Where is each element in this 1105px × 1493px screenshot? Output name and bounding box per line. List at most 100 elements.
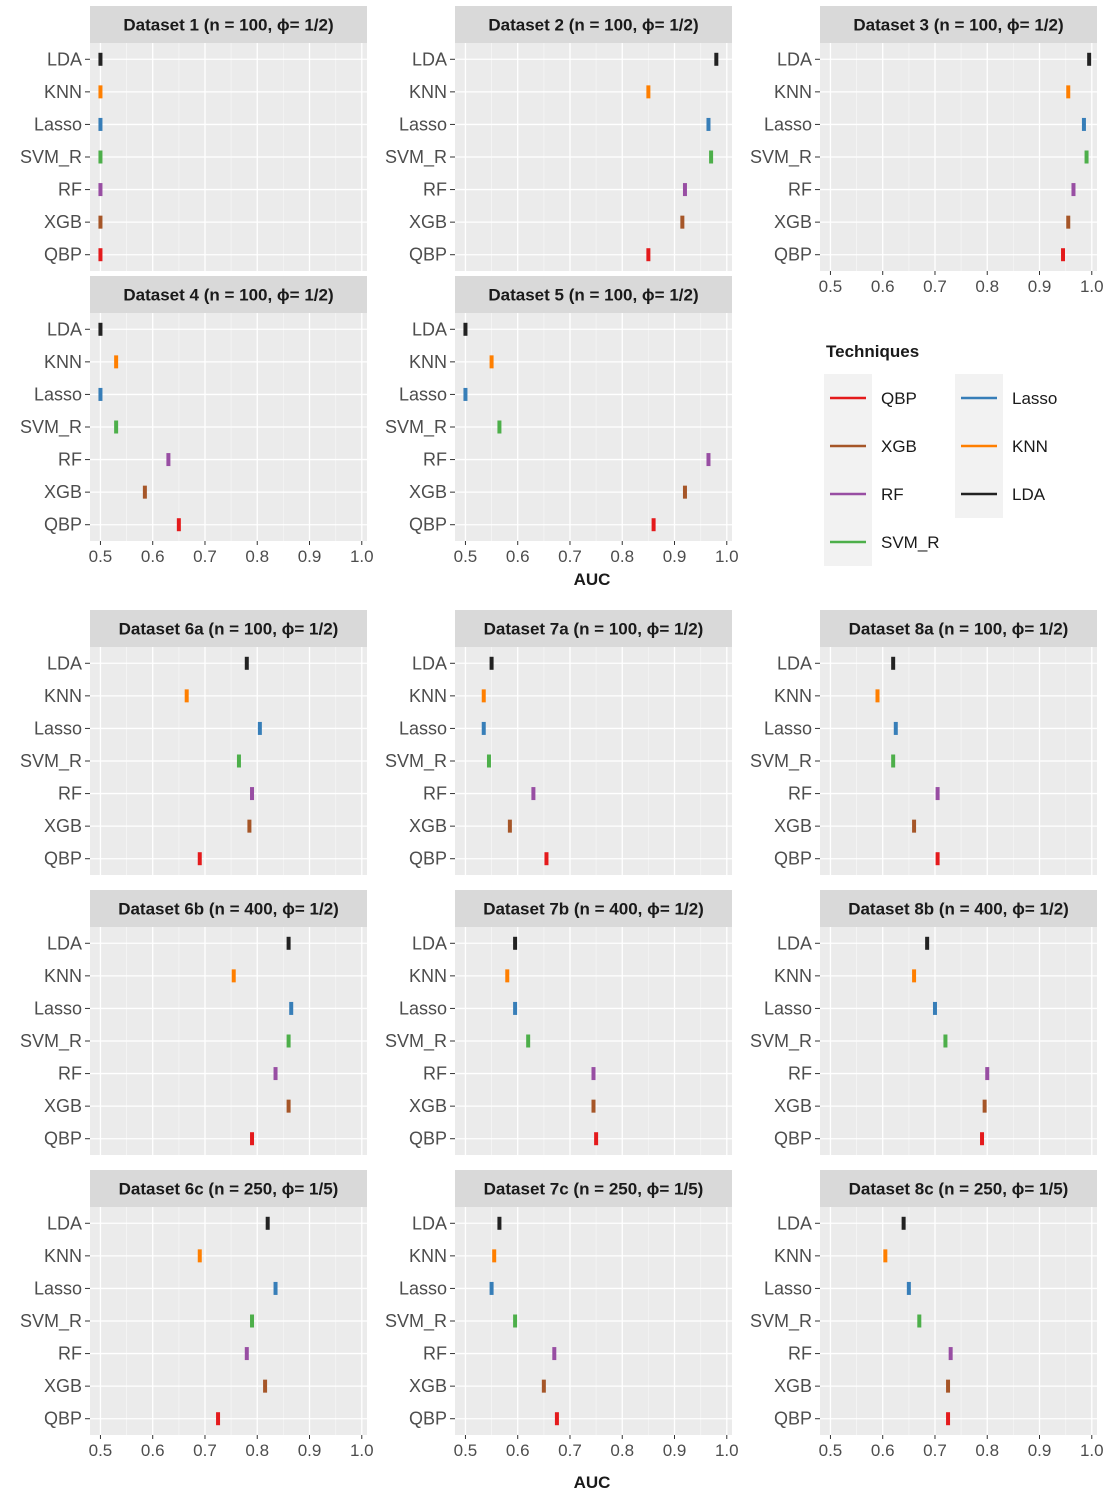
auc-interval-mark bbox=[875, 689, 880, 703]
facet-panel: Dataset 7a (n = 100, ϕ= 1/2) LDA KNN Lasso S… bbox=[385, 610, 732, 875]
y-tick-label: KNN bbox=[774, 1246, 812, 1266]
x-tick-label: 0.9 bbox=[1028, 277, 1052, 296]
auc-interval-mark bbox=[142, 485, 147, 499]
auc-interval-mark bbox=[98, 150, 103, 164]
facet-title: Dataset 8c (n = 250, ϕ= 1/5) bbox=[849, 1180, 1069, 1199]
facet-strip bbox=[90, 890, 367, 927]
x-tick-label: 0.7 bbox=[558, 547, 582, 566]
facet-strip bbox=[455, 1170, 732, 1207]
auc-interval-mark bbox=[505, 969, 510, 983]
y-tick-label: Lasso bbox=[764, 114, 812, 134]
y-tick-label: SVM_R bbox=[385, 751, 447, 772]
x-tick-label: 1.0 bbox=[350, 547, 374, 566]
y-tick-label: SVM_R bbox=[385, 1311, 447, 1332]
y-tick-label: KNN bbox=[409, 82, 447, 102]
auc-interval-mark bbox=[935, 852, 940, 866]
y-tick-label: LDA bbox=[47, 933, 82, 953]
facet-panel: Dataset 2 (n = 100, ϕ= 1/2) LDA KNN Lasso SV… bbox=[385, 6, 732, 271]
auc-interval-mark bbox=[552, 1347, 557, 1361]
x-tick-label: 0.9 bbox=[663, 547, 687, 566]
y-tick-label: KNN bbox=[409, 966, 447, 986]
y-tick-label: KNN bbox=[44, 82, 82, 102]
facet-strip bbox=[90, 610, 367, 647]
facet-title: Dataset 6a (n = 100, ϕ= 1/2) bbox=[119, 620, 339, 639]
y-tick-label: RF bbox=[58, 1344, 82, 1364]
auc-interval-mark bbox=[497, 420, 502, 434]
y-tick-label: RF bbox=[423, 450, 447, 470]
facet-title: Dataset 7a (n = 100, ϕ= 1/2) bbox=[484, 620, 704, 639]
auc-interval-mark bbox=[680, 215, 685, 229]
auc-interval-mark bbox=[714, 52, 719, 66]
y-tick-label: XGB bbox=[44, 482, 82, 502]
facet-strip bbox=[820, 610, 1097, 647]
y-tick-label: RF bbox=[788, 180, 812, 200]
auc-interval-mark bbox=[646, 248, 651, 262]
y-tick-label: LDA bbox=[412, 653, 447, 673]
y-tick-label: RF bbox=[423, 784, 447, 804]
auc-interval-mark bbox=[489, 1281, 494, 1295]
auc-interval-mark bbox=[651, 518, 656, 532]
x-tick-label: 0.9 bbox=[298, 1441, 322, 1460]
auc-interval-mark bbox=[917, 1314, 922, 1328]
y-tick-label: XGB bbox=[44, 212, 82, 232]
auc-interval-mark bbox=[912, 819, 917, 833]
auc-interval-mark bbox=[531, 787, 536, 801]
auc-interval-mark bbox=[682, 485, 687, 499]
y-tick-label: Lasso bbox=[34, 998, 82, 1018]
facet-title: Dataset 8b (n = 400, ϕ= 1/2) bbox=[848, 900, 1069, 919]
facet-strip bbox=[455, 890, 732, 927]
legend-label: LDA bbox=[1012, 485, 1046, 504]
facet-title: Dataset 6b (n = 400, ϕ= 1/2) bbox=[118, 900, 339, 919]
x-tick-label: 1.0 bbox=[715, 547, 739, 566]
y-tick-label: QBP bbox=[409, 1409, 447, 1429]
auc-interval-mark bbox=[946, 1412, 951, 1426]
auc-interval-mark bbox=[706, 453, 711, 467]
y-tick-label: XGB bbox=[774, 1096, 812, 1116]
y-tick-label: SVM_R bbox=[385, 147, 447, 168]
x-tick-label: 1.0 bbox=[350, 1441, 374, 1460]
y-tick-label: XGB bbox=[44, 1096, 82, 1116]
auc-interval-mark bbox=[901, 1216, 906, 1230]
facet-title: Dataset 2 (n = 100, ϕ= 1/2) bbox=[488, 16, 698, 35]
y-tick-label: KNN bbox=[409, 686, 447, 706]
facet-strip bbox=[455, 6, 732, 43]
auc-interval-mark bbox=[985, 1067, 990, 1081]
x-tick-label: 0.6 bbox=[141, 1441, 165, 1460]
y-tick-label: KNN bbox=[44, 352, 82, 372]
y-tick-label: RF bbox=[423, 180, 447, 200]
facet-strip bbox=[90, 1170, 367, 1207]
y-tick-label: SVM_R bbox=[750, 1311, 812, 1332]
y-tick-label: XGB bbox=[774, 1376, 812, 1396]
auc-interval-mark bbox=[216, 1412, 221, 1426]
x-tick-label: 0.9 bbox=[298, 547, 322, 566]
x-tick-label: 0.7 bbox=[923, 1441, 947, 1460]
auc-interval-mark bbox=[114, 420, 119, 434]
y-tick-label: RF bbox=[58, 180, 82, 200]
y-tick-label: SVM_R bbox=[20, 147, 82, 168]
x-tick-label: 1.0 bbox=[1080, 277, 1104, 296]
x-tick-label: 0.5 bbox=[819, 1441, 843, 1460]
auc-interval-mark bbox=[166, 453, 171, 467]
auc-interval-mark bbox=[481, 721, 486, 735]
y-tick-label: QBP bbox=[44, 245, 82, 265]
facet-panel: Dataset 6c (n = 250, ϕ= 1/5) LDA KNN Lasso S… bbox=[20, 1170, 374, 1460]
y-tick-label: XGB bbox=[774, 212, 812, 232]
auc-interval-mark bbox=[883, 1249, 888, 1263]
auc-interval-mark bbox=[1087, 52, 1092, 66]
auc-interval-mark bbox=[946, 1379, 951, 1393]
auc-interval-mark bbox=[197, 1249, 202, 1263]
auc-interval-mark bbox=[709, 150, 714, 164]
x-tick-label: 0.9 bbox=[1028, 1441, 1052, 1460]
auc-interval-mark bbox=[114, 355, 119, 369]
y-tick-label: RF bbox=[423, 1064, 447, 1084]
auc-interval-mark bbox=[912, 969, 917, 983]
auc-interval-mark bbox=[1084, 150, 1089, 164]
x-tick-label: 0.7 bbox=[193, 1441, 217, 1460]
x-tick-label: 0.8 bbox=[610, 1441, 634, 1460]
y-tick-label: SVM_R bbox=[385, 1031, 447, 1052]
auc-interval-mark bbox=[935, 787, 940, 801]
y-tick-label: LDA bbox=[777, 1213, 812, 1233]
legend-label: Lasso bbox=[1012, 389, 1057, 408]
auc-interval-mark bbox=[591, 1067, 596, 1081]
